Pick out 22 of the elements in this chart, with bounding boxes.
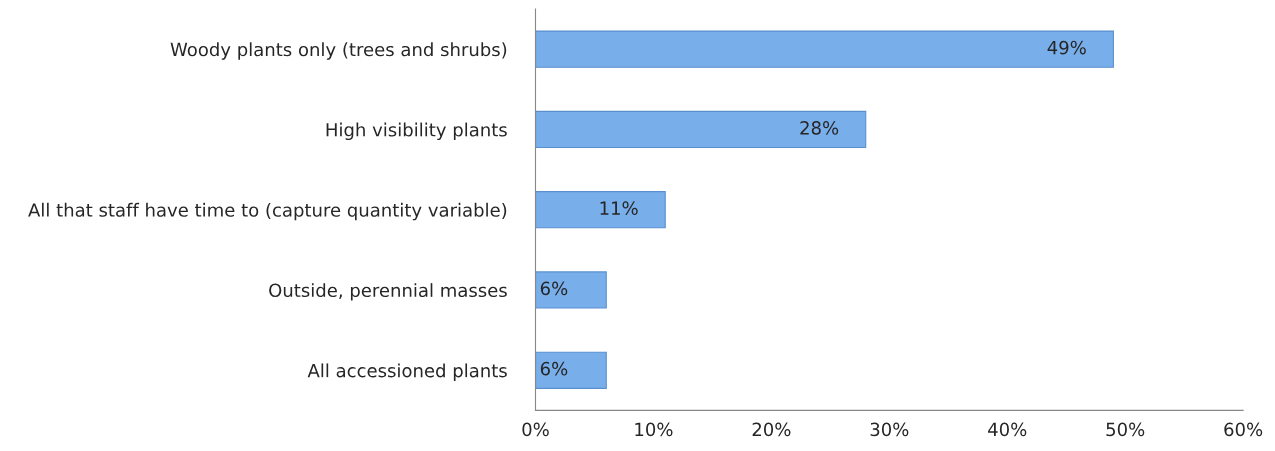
bar <box>535 191 666 229</box>
x-tick-label: 0% <box>522 422 549 437</box>
y-tick-label: Woody plants only (trees and shrubs) <box>170 42 507 60</box>
data-label: 6% <box>540 281 568 296</box>
x-tick-label: 20% <box>752 422 791 437</box>
data-label: 28% <box>800 121 839 135</box>
y-tick-label: All that staff have time to (capture quantity variable) <box>28 202 507 221</box>
x-tick-label: 30% <box>870 422 909 437</box>
data-label: 49% <box>1047 40 1086 55</box>
data-label: 11% <box>600 201 638 215</box>
x-tick-label: 10% <box>635 422 673 437</box>
x-tick-label: 60% <box>1224 422 1263 437</box>
bar <box>535 30 1114 68</box>
x-tick-label: 40% <box>988 422 1027 437</box>
data-label: 6% <box>540 361 568 376</box>
x-tick-label: 50% <box>1106 422 1145 437</box>
bar <box>535 110 867 149</box>
bar <box>535 271 607 309</box>
y-tick-label: Outside, perennial masses <box>269 283 507 301</box>
y-tick-label: High visibility plants <box>326 122 507 141</box>
bar <box>535 351 607 389</box>
y-tick-label: All accessioned plants <box>307 363 507 381</box>
